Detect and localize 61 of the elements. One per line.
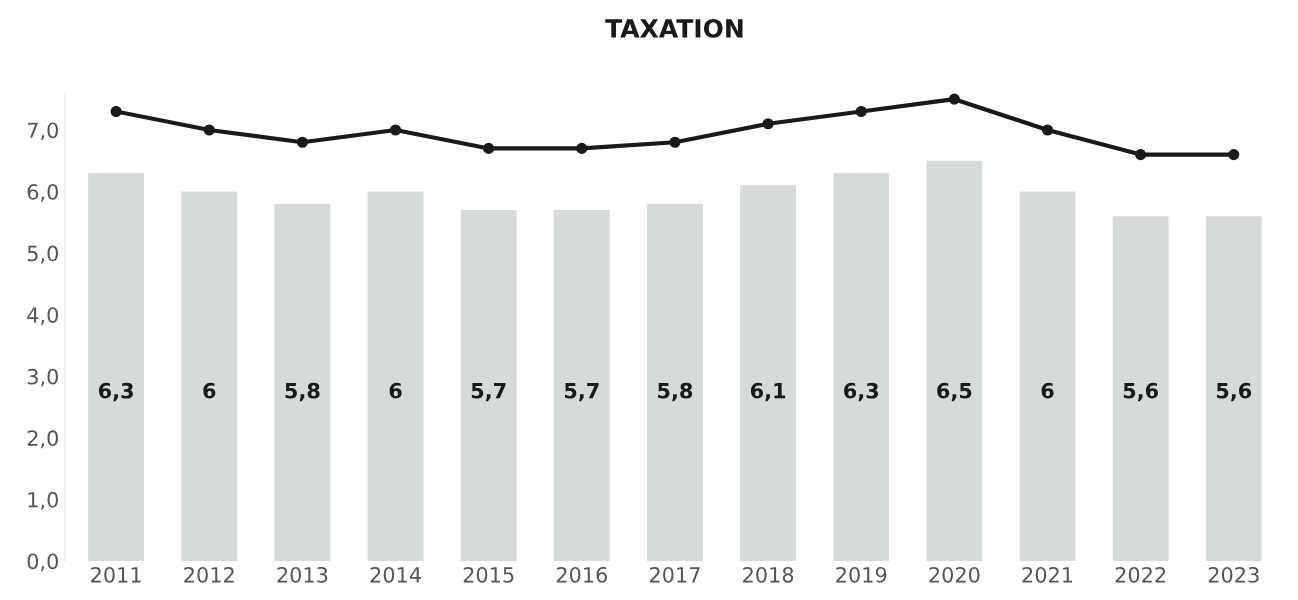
bar [181, 191, 238, 561]
point [110, 105, 122, 118]
y-tick-label: 0,0 [27, 553, 58, 572]
point [296, 136, 308, 148]
data-label: 5,8 [658, 382, 693, 402]
point [203, 124, 215, 136]
point [483, 142, 495, 154]
bar [833, 173, 890, 561]
point [948, 93, 960, 105]
bar [553, 210, 610, 561]
point [576, 142, 588, 154]
point [855, 105, 867, 118]
bar [1112, 216, 1169, 561]
bar [367, 191, 424, 561]
y-tick-label: 7,0 [27, 122, 58, 141]
x-tick-label: 2012 [184, 566, 234, 583]
bar [926, 160, 983, 561]
x-tick-label: 2017 [649, 566, 700, 583]
data-label: 5,6 [1123, 382, 1158, 402]
x-tick-label: 2022 [1115, 566, 1166, 583]
bar [1205, 216, 1262, 561]
data-label: 6,1 [750, 382, 786, 402]
y-tick-label: 1,0 [28, 491, 58, 510]
data-label: 6,3 [844, 382, 879, 402]
x-tick-label: 2023 [1208, 566, 1259, 583]
data-label: 5,6 [1216, 382, 1252, 402]
x-tick-label: 2019 [836, 566, 887, 583]
data-label: 6 [389, 382, 402, 399]
data-label: 5,8 [285, 382, 320, 402]
bar [274, 203, 331, 561]
data-label: 6,3 [98, 382, 133, 402]
x-tick-label: 2011 [91, 566, 141, 583]
data-label: 6,5 [937, 382, 972, 402]
x-tick-label: 2015 [463, 566, 514, 583]
x-tick-label: 2018 [743, 566, 794, 583]
x-tick-label: 2014 [370, 566, 421, 583]
y-tick-label: 6,0 [27, 183, 58, 202]
x-tick-label: 2020 [929, 566, 980, 583]
x-tick-label: 2016 [556, 566, 608, 583]
point [389, 124, 402, 136]
bar [1019, 191, 1076, 561]
bar [647, 203, 703, 561]
bar [460, 210, 517, 561]
y-tick-label: 2,0 [27, 430, 58, 449]
point [1041, 124, 1054, 136]
data-label: 5,7 [564, 383, 599, 402]
point [669, 136, 681, 148]
x-tick-label: 2021 [1022, 566, 1073, 583]
data-label: 6 [203, 382, 216, 399]
point [1228, 149, 1240, 161]
x-tick-label: 2013 [277, 566, 328, 583]
point [1135, 149, 1147, 161]
bar [740, 185, 797, 561]
y-tick-label: 5,0 [27, 245, 58, 264]
chart-title: TAXATION [605, 18, 743, 38]
y-tick-label: 3,0 [27, 368, 58, 387]
data-label: 5,7 [471, 383, 506, 402]
data-label: 6 [1041, 382, 1054, 399]
point [762, 118, 774, 130]
bar [88, 173, 145, 561]
y-tick-label: 4,0 [27, 307, 58, 326]
